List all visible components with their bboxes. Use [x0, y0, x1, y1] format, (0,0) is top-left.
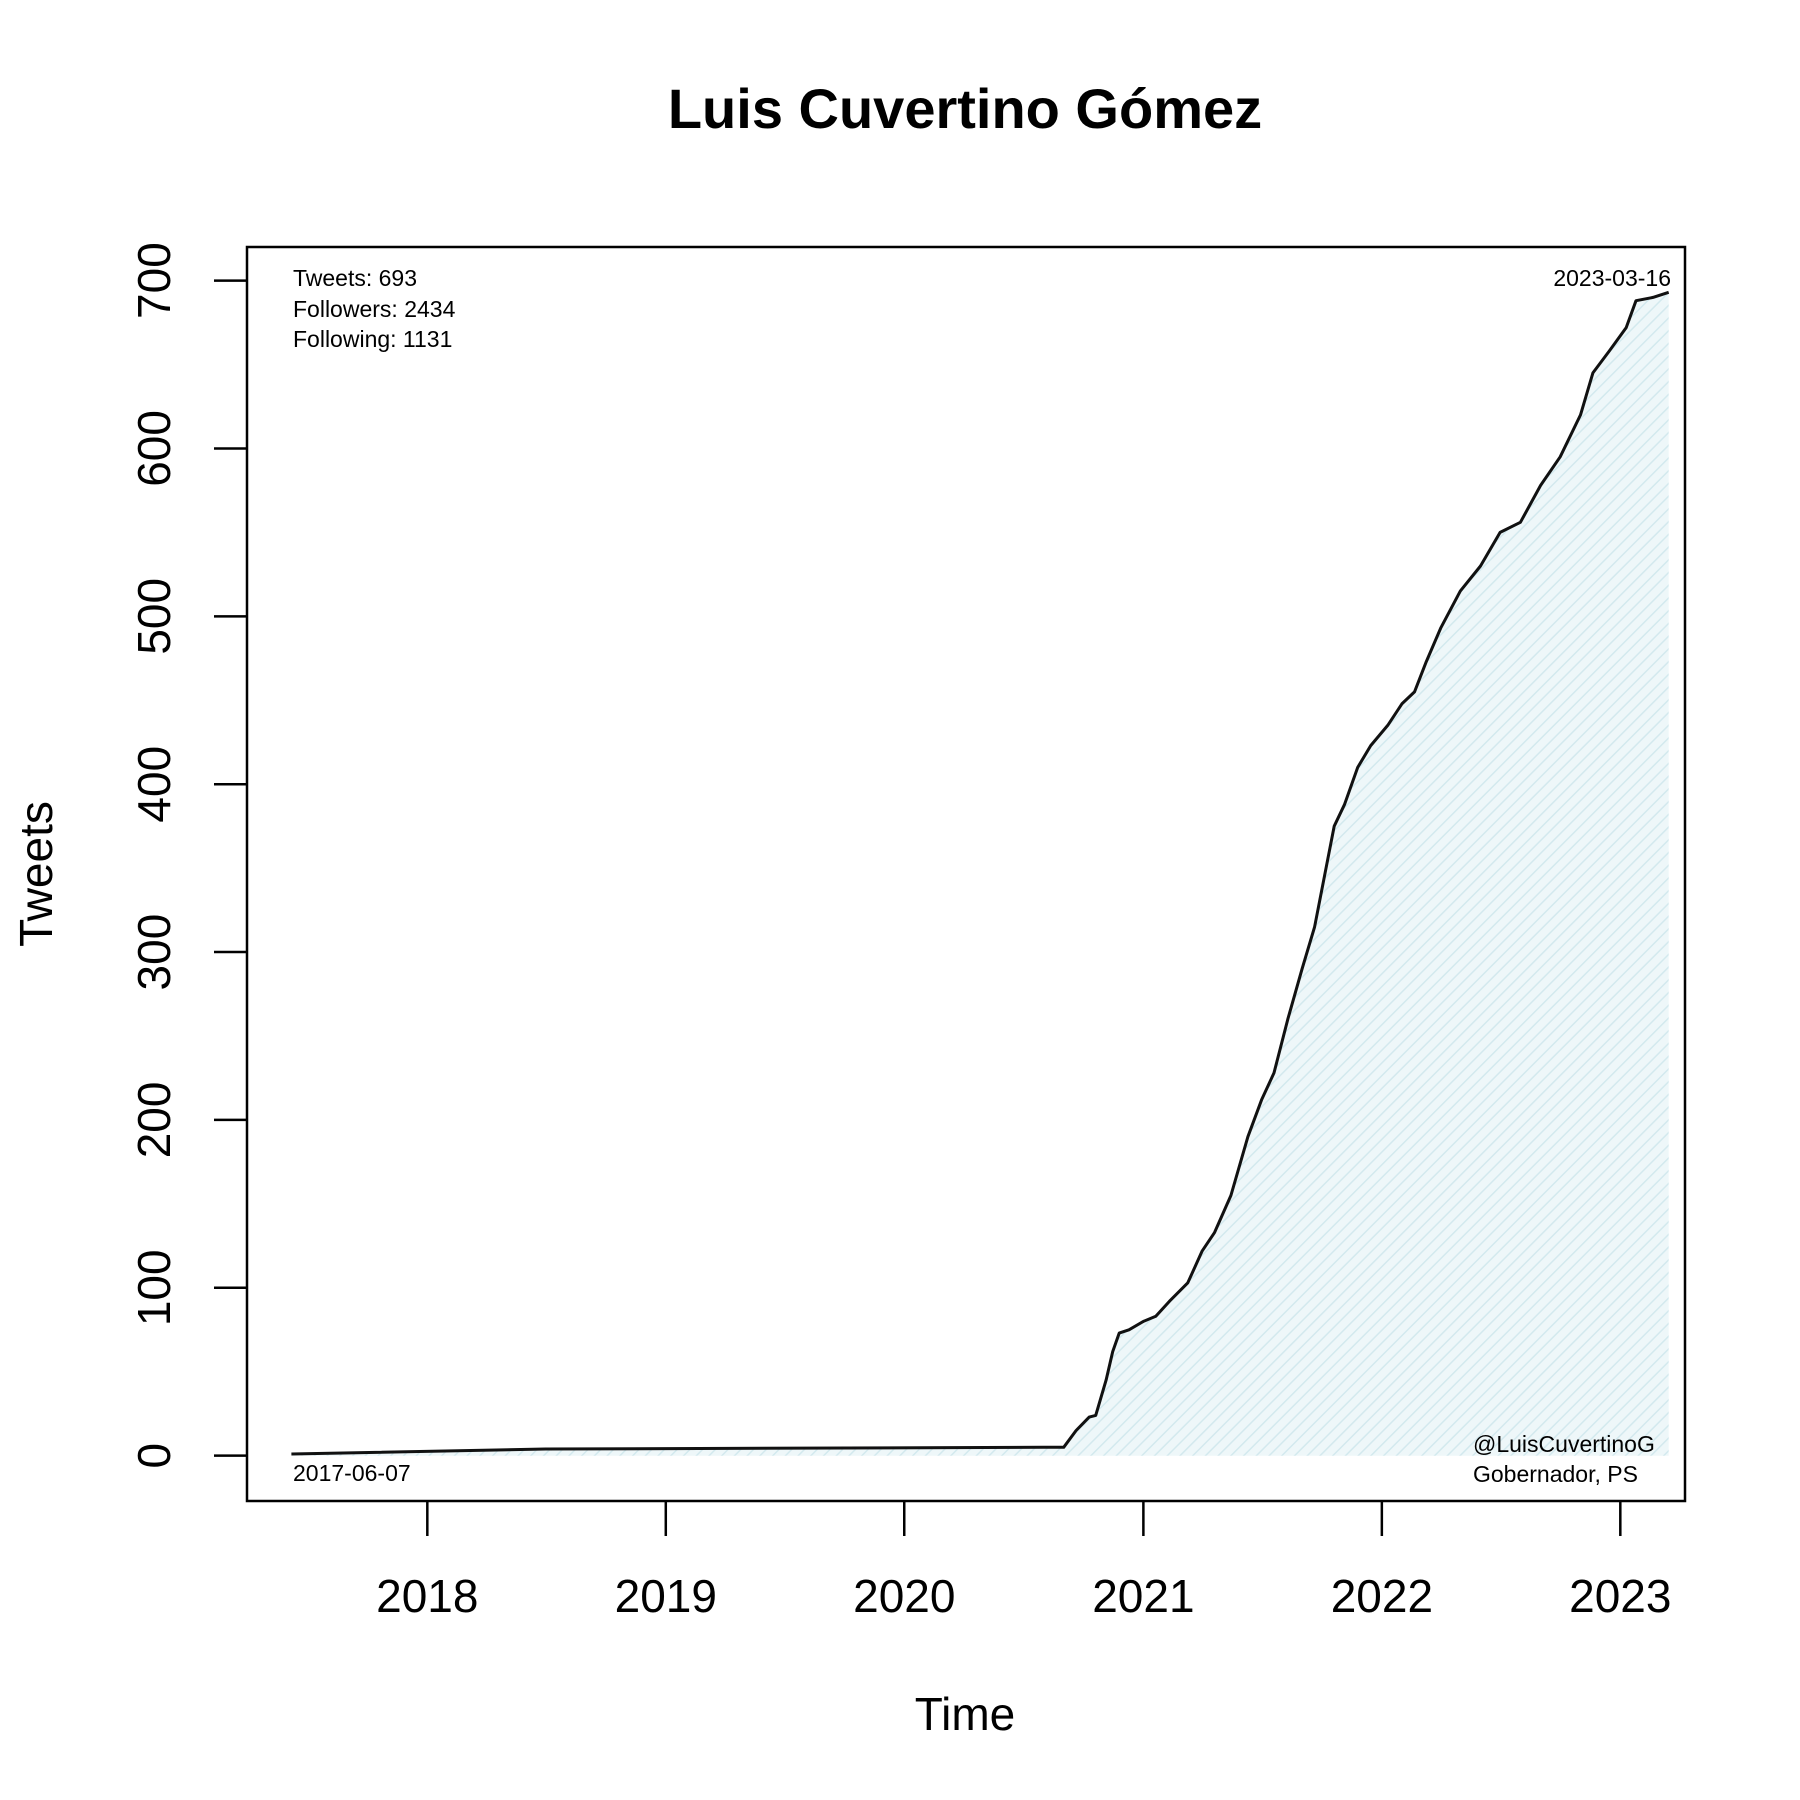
x-axis-title: Time	[915, 1688, 1016, 1740]
y-tick-label: 200	[128, 1082, 180, 1159]
x-tick-label: 2023	[1569, 1570, 1671, 1622]
start-date-label: 2017-06-07	[293, 1460, 411, 1486]
plot-layer	[291, 290, 1670, 1456]
role-label: Gobernador, PS	[1473, 1461, 1638, 1487]
y-tick-label: 700	[128, 242, 180, 319]
x-tick-label: 2022	[1331, 1570, 1433, 1622]
x-tick-label: 2018	[376, 1570, 478, 1622]
y-tick-label: 500	[128, 578, 180, 655]
y-axis-title: Tweets	[10, 801, 62, 947]
tweet-line	[291, 290, 1670, 1456]
plot-frame	[245, 245, 1687, 1503]
tweet-area-fill	[291, 292, 1669, 1456]
handle-label: @LuisCuvertinoG	[1473, 1431, 1655, 1457]
y-tick-label: 100	[128, 1249, 180, 1326]
tweets-count-label: Tweets: 693	[293, 265, 417, 291]
y-axis: 0 100 200 300 400 500 600 700	[128, 242, 247, 1468]
following-count-label: Following: 1131	[293, 326, 452, 352]
y-tick-label: 300	[128, 914, 180, 991]
y-tick-label: 600	[128, 410, 180, 487]
x-tick-label: 2021	[1092, 1570, 1194, 1622]
y-tick-label: 0	[128, 1443, 180, 1469]
x-tick-label: 2019	[615, 1570, 717, 1622]
chart-title: Luis Cuvertino Gómez	[668, 77, 1262, 140]
followers-count-label: Followers: 2434	[293, 296, 456, 322]
end-date-label: 2023-03-16	[1553, 265, 1671, 291]
x-tick-label: 2020	[853, 1570, 955, 1622]
x-axis: 2018 2019 2020 2021 2022 2023	[376, 1501, 1671, 1622]
y-tick-label: 400	[128, 746, 180, 823]
